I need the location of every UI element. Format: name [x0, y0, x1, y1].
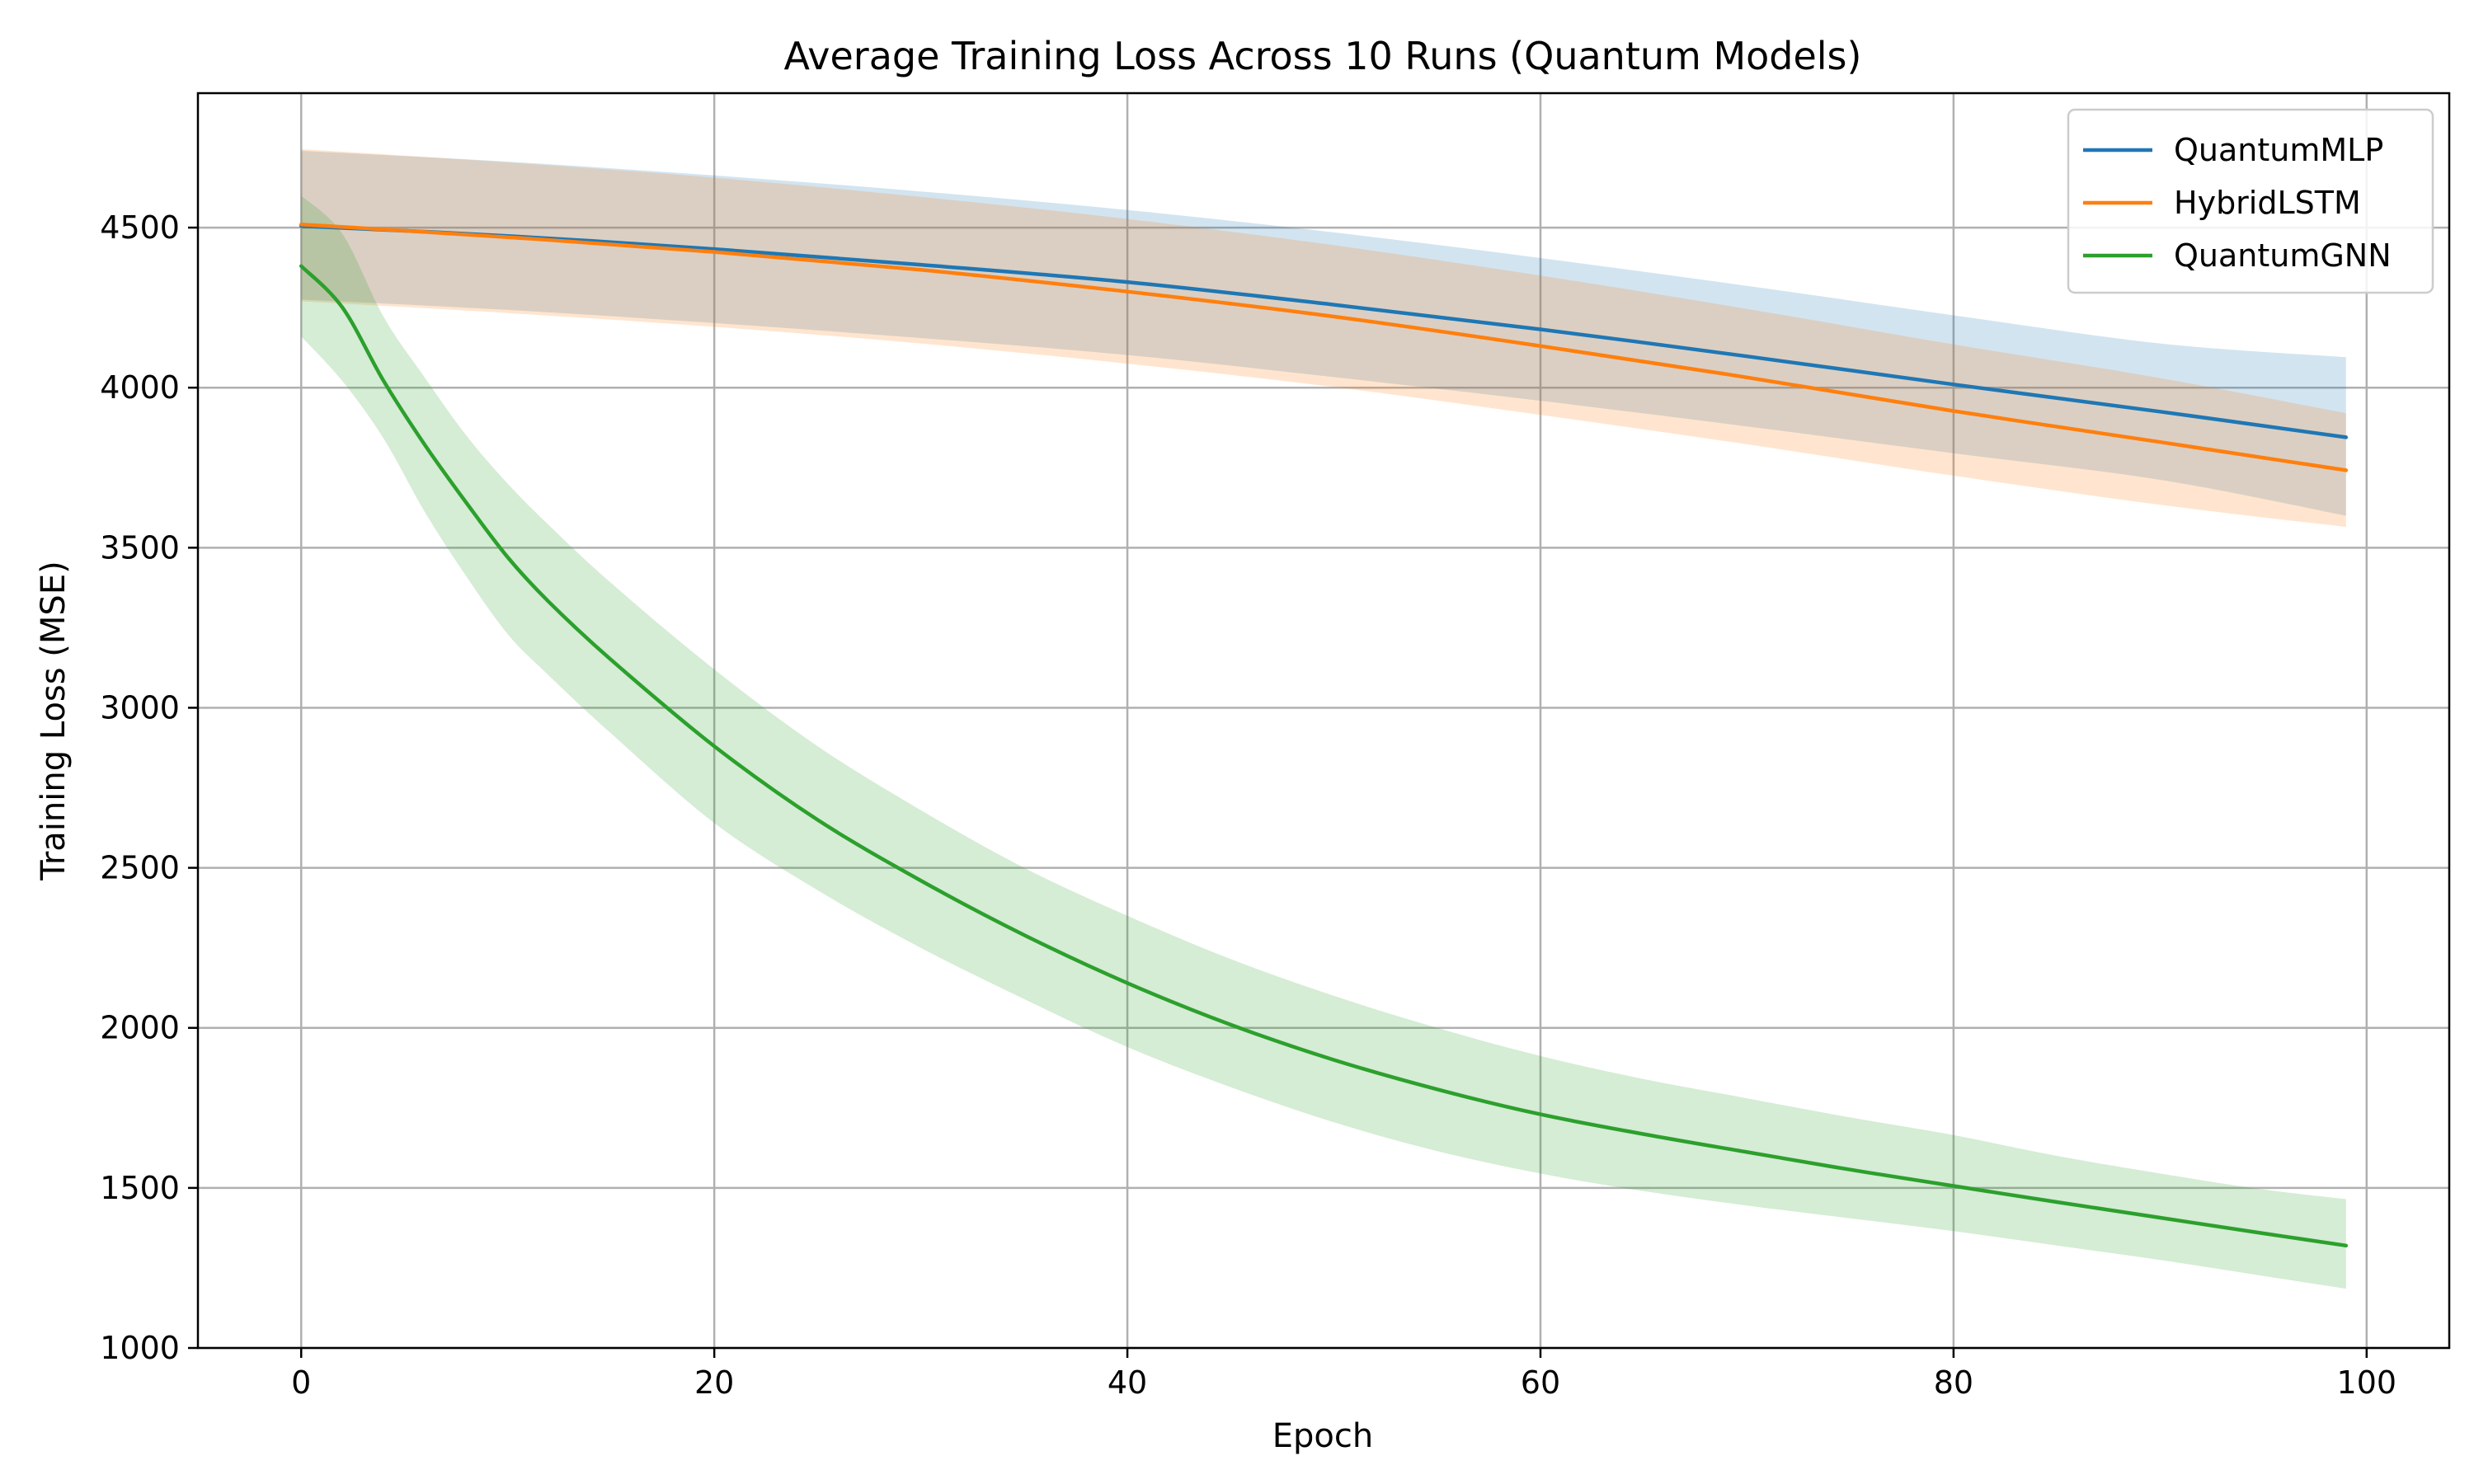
legend-box — [2067, 108, 2434, 294]
legend-label-hybridlstm: HybridLSTM — [2174, 185, 2361, 221]
quantummlp-line — [299, 223, 2349, 439]
x-tick-label: 0 — [291, 1364, 311, 1401]
x-axis-label: Epoch — [1272, 1417, 1373, 1455]
x-tick-label: 100 — [2337, 1364, 2397, 1401]
x-axis-ticks: 0 20 40 60 80 100 — [291, 1348, 2396, 1401]
y-axis-ticks: 1000 1500 2000 2500 3000 3500 4000 4500 — [100, 209, 198, 1366]
y-tick-label: 2500 — [100, 850, 180, 886]
hybridlstm-line — [299, 222, 2349, 472]
grid-lines — [198, 93, 2449, 1350]
y-tick-label: 3000 — [100, 689, 180, 726]
x-tick-label: 80 — [1934, 1364, 1973, 1401]
plot-frame — [196, 92, 2451, 1350]
quantummlp-band — [301, 150, 2346, 516]
y-tick-label: 1500 — [100, 1170, 180, 1206]
legend: QuantumMLP HybridLSTM QuantumGNN — [2067, 108, 2434, 294]
y-tick-label: 4000 — [100, 369, 180, 406]
y-axis-label: Training Loss (MSE) — [35, 561, 73, 881]
quantumgnn-line — [299, 264, 2349, 1248]
legend-label-quantumgnn: QuantumGNN — [2174, 237, 2392, 274]
chart-title: Average Training Loss Across 10 Runs (Qu… — [784, 34, 1862, 78]
hybridlstm-band — [301, 148, 2346, 528]
y-tick-label: 2000 — [100, 1010, 180, 1046]
legend-label-quantummlp: QuantumMLP — [2174, 132, 2383, 168]
y-tick-label: 1000 — [100, 1330, 180, 1366]
series-lines — [299, 222, 2349, 1248]
y-tick-label: 3500 — [100, 529, 180, 566]
x-tick-label: 20 — [694, 1364, 734, 1401]
x-tick-label: 40 — [1108, 1364, 1147, 1401]
x-tick-label: 60 — [1521, 1364, 1560, 1401]
y-tick-label: 4500 — [100, 209, 180, 246]
